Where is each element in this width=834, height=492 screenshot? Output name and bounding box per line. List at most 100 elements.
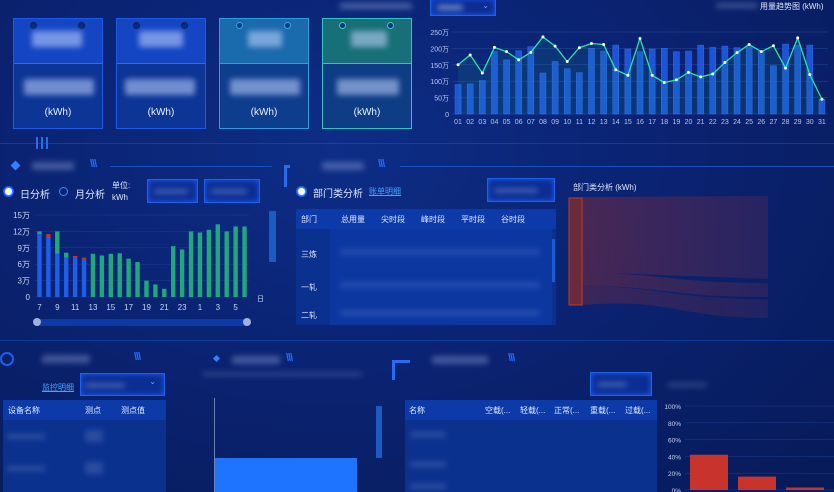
sankey-node-source	[568, 197, 583, 306]
divider	[0, 340, 834, 341]
bar	[721, 45, 729, 115]
line-point	[602, 42, 606, 46]
x-tick-label: 10	[563, 119, 571, 126]
bar	[685, 50, 692, 115]
table-row[interactable]: 一轧	[301, 283, 317, 292]
transformer-table-body	[405, 420, 657, 492]
line-point	[480, 71, 484, 75]
type-select[interactable]: ⌄	[80, 373, 165, 396]
slider-handle-right[interactable]	[243, 318, 251, 326]
radio-day-label[interactable]: 日分析	[20, 190, 50, 201]
bar	[636, 51, 644, 115]
line-point	[468, 53, 472, 57]
x-tick-label: 23	[721, 119, 729, 126]
y-tick-label: 60%	[668, 438, 681, 445]
status-bar	[215, 458, 357, 492]
y-tick-label: 50万	[434, 95, 449, 103]
line-point	[541, 35, 545, 39]
bar	[539, 72, 547, 115]
bar	[466, 83, 474, 115]
x-tick-label: 30	[806, 119, 814, 126]
line-point	[638, 37, 642, 41]
y-tick-label: 100%	[664, 404, 681, 411]
bar	[745, 46, 753, 115]
y-tick-label: 150万	[430, 62, 449, 70]
bar-segment	[215, 224, 220, 297]
bar-segment	[64, 257, 69, 297]
bar-segment	[46, 237, 51, 297]
monitor-detail-link[interactable]: 监控明细	[42, 383, 74, 392]
radio-day[interactable]	[4, 187, 13, 196]
bar	[690, 454, 728, 490]
x-tick-label: 31	[818, 119, 826, 126]
slider-handle-left[interactable]	[33, 318, 41, 326]
radio-month[interactable]	[59, 187, 68, 196]
stripes-icon: \\\	[378, 158, 385, 170]
y-tick-label: 15万	[13, 211, 30, 220]
bar-segment	[108, 253, 113, 297]
x-tick-label: 26	[757, 119, 765, 126]
x-tick-label: 27	[770, 119, 778, 126]
range-select[interactable]	[204, 179, 260, 203]
x-tick-label: 09	[551, 119, 559, 126]
scrollbar[interactable]	[376, 406, 382, 458]
load-rate-chart: 0% 20% 40% 60% 80% 100%	[664, 404, 834, 492]
table-row[interactable]: 三炼	[301, 250, 317, 259]
date-select[interactable]	[590, 372, 652, 396]
bar-segment	[153, 284, 158, 297]
line-point	[771, 44, 775, 48]
timestamp	[340, 3, 412, 9]
bar-segment	[81, 257, 87, 260]
zoom-slider[interactable]	[33, 318, 251, 326]
bar-segment	[55, 253, 60, 297]
bar-segment	[126, 258, 131, 297]
stripes-icon: \\\	[90, 158, 97, 170]
bar	[673, 51, 680, 115]
x-tick-label: 5	[233, 303, 238, 312]
x-tick-label: 08	[539, 119, 547, 126]
radio-month-label[interactable]: 月分析	[75, 190, 105, 201]
x-tick-label: 9	[55, 303, 60, 312]
bar-segment	[135, 262, 140, 297]
x-axis-label: 日	[257, 295, 264, 303]
x-tick-label: 15	[106, 303, 115, 312]
bar	[697, 44, 704, 115]
table-row[interactable]: 二轧	[301, 311, 317, 320]
y-tick-label: 200万	[430, 45, 449, 53]
x-tick-label: 15	[624, 119, 632, 126]
y-tick-label: 40%	[668, 454, 681, 461]
x-tick-label: 03	[478, 119, 486, 126]
bar	[454, 84, 462, 115]
dept-table-header: 部门 总用量 尖时段 峰时段 平时段 谷时段	[296, 209, 556, 229]
sankey-link	[582, 247, 768, 279]
x-tick-label: 25	[745, 119, 753, 126]
x-tick-label: 17	[648, 119, 656, 126]
bar	[782, 43, 789, 115]
bill-detail-link[interactable]: 账单明细	[369, 187, 401, 196]
y-tick-label: 100万	[430, 78, 449, 86]
radio-dept[interactable]	[297, 187, 306, 196]
x-tick-label: 04	[491, 119, 499, 126]
line-point	[735, 51, 739, 55]
bar	[588, 48, 595, 115]
summary-card: (kWh)	[219, 18, 309, 129]
radio-dept-label[interactable]: 部门类分析	[313, 189, 363, 200]
divider	[0, 143, 834, 144]
stripes-icon: \\\	[508, 352, 515, 364]
x-tick-label: 18	[660, 119, 668, 126]
scrollbar[interactable]	[269, 211, 276, 262]
sankey-link	[582, 196, 768, 249]
line-point	[505, 50, 509, 54]
bar	[576, 72, 583, 115]
scrollbar[interactable]	[552, 239, 555, 282]
month-select[interactable]: ⌄	[430, 0, 496, 16]
line-point	[529, 50, 533, 54]
monitor-table-header: 设备名称 测点 测点值	[3, 400, 166, 420]
y-tick-label: 0%	[672, 488, 682, 492]
x-tick-label: 01	[454, 119, 462, 126]
line-point	[565, 60, 569, 64]
line-point	[492, 45, 496, 49]
bar	[563, 68, 571, 115]
date-select[interactable]	[487, 178, 555, 202]
date-select[interactable]	[147, 179, 198, 203]
